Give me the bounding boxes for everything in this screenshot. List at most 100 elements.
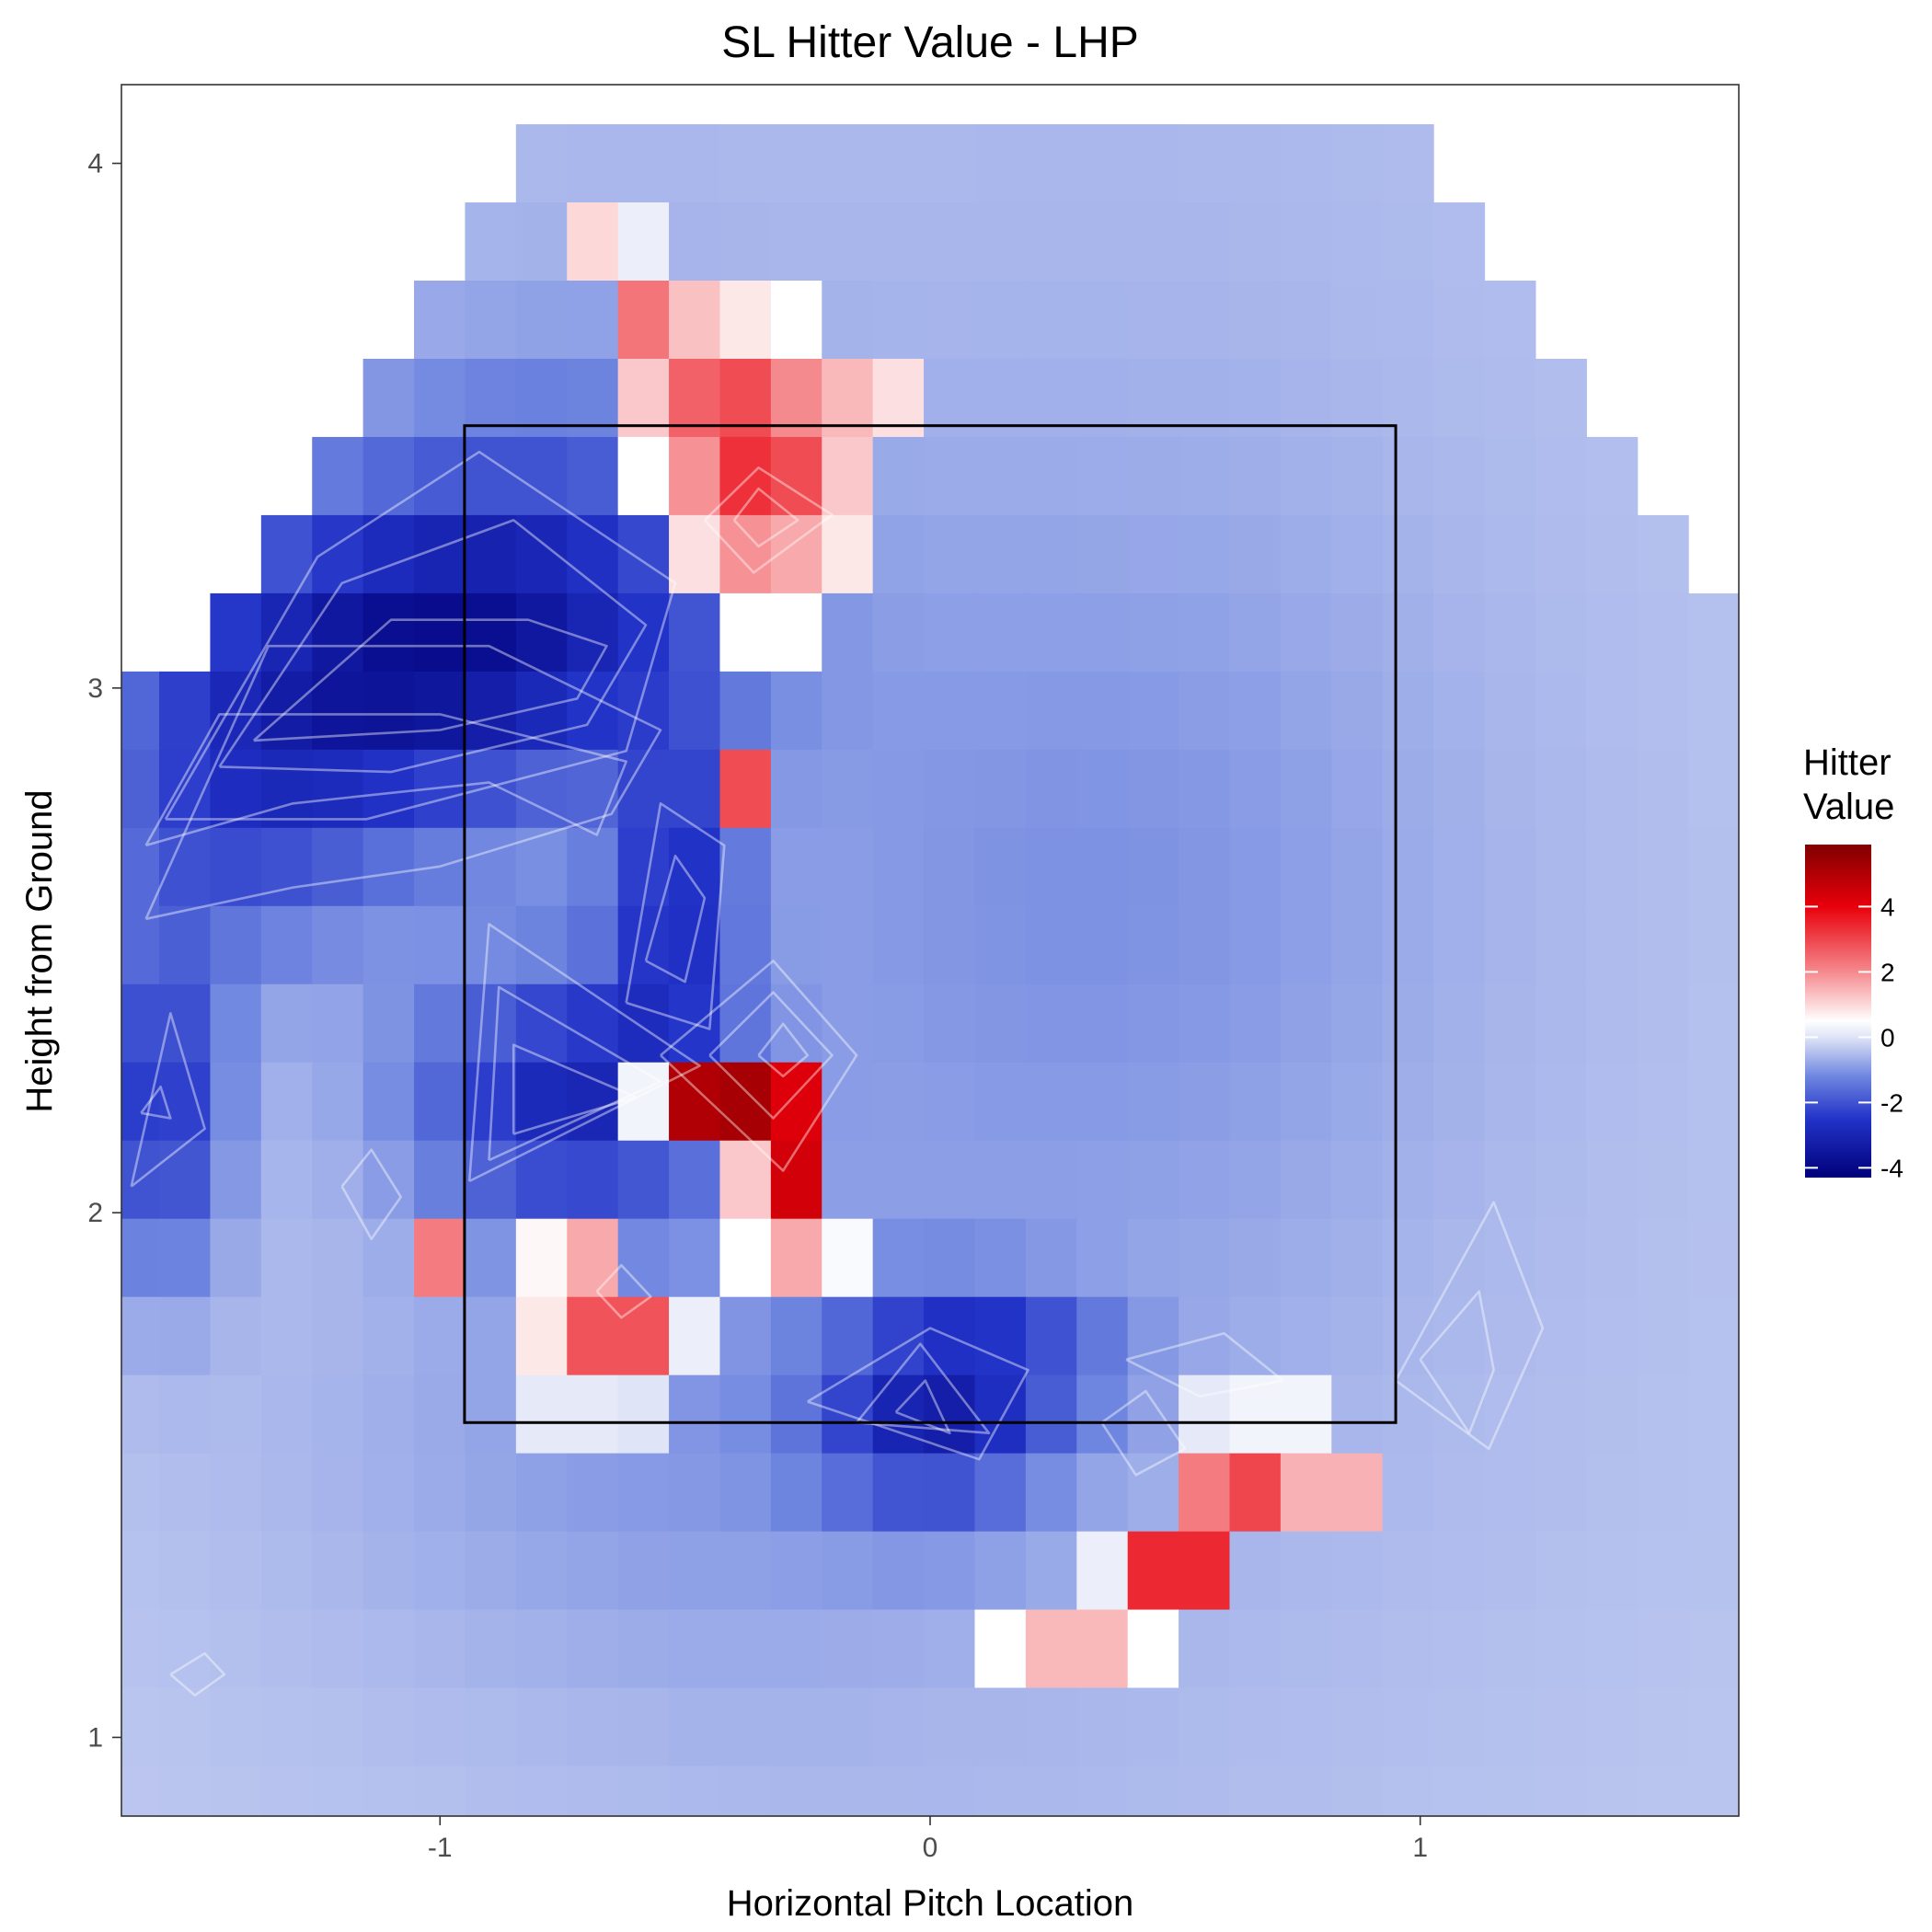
heatmap-cell (719, 281, 772, 360)
heatmap-cell (822, 1687, 874, 1767)
heatmap-cell (1637, 1609, 1689, 1689)
heatmap-cell (1433, 281, 1486, 360)
heatmap-cell (414, 983, 466, 1064)
heatmap-cell (121, 1687, 160, 1767)
heatmap-cell (260, 983, 313, 1064)
contour-line (732, 487, 799, 548)
heatmap-cell (872, 1687, 925, 1767)
legend-tick-label: 0 (1880, 1023, 1895, 1052)
x-tick-label: 1 (1412, 1833, 1428, 1863)
heatmap-cell (1484, 1453, 1536, 1533)
heatmap-cell (872, 124, 925, 203)
heatmap-cell (1179, 202, 1231, 282)
heatmap-cell (974, 1140, 1027, 1220)
heatmap-cell (1331, 1453, 1384, 1533)
heatmap-cell (567, 436, 619, 516)
heatmap-cell (924, 514, 976, 594)
contour-line (1100, 1389, 1187, 1477)
heatmap-cell (414, 281, 466, 360)
heatmap-cell (974, 827, 1027, 907)
heatmap-cell (822, 1374, 874, 1455)
heatmap-cell (974, 671, 1027, 751)
heatmap-cell (1637, 1765, 1689, 1817)
heatmap-cell (121, 1374, 160, 1455)
heatmap-cell (1076, 1296, 1129, 1376)
heatmap-cell (159, 1062, 212, 1142)
heatmap-cell (1586, 905, 1639, 985)
heatmap-cell (465, 1453, 517, 1533)
heatmap-cell (465, 827, 517, 907)
heatmap-cell (1484, 1765, 1536, 1817)
heatmap-cell (770, 1218, 822, 1298)
heatmap-cell (924, 1453, 976, 1533)
heatmap-cell (1127, 1687, 1179, 1767)
heatmap-cell (159, 749, 212, 829)
heatmap-cell (362, 1609, 415, 1689)
heatmap-cell (414, 1218, 466, 1298)
heatmap-cell (1229, 671, 1282, 751)
heatmap-cell (362, 514, 415, 594)
heatmap-cell (719, 827, 772, 907)
heatmap-cell (1127, 436, 1179, 516)
heatmap-cell (1637, 1687, 1689, 1767)
heatmap-cell (1229, 1687, 1282, 1767)
heatmap-cell (872, 749, 925, 829)
heatmap-cell (414, 1765, 466, 1817)
heatmap-cell (1127, 671, 1179, 751)
heatmap-cell (770, 983, 822, 1064)
heatmap-cell (1127, 124, 1179, 203)
heatmap-cell (1229, 514, 1282, 594)
heatmap-cell (1433, 1687, 1486, 1767)
heatmap-cell (465, 1765, 517, 1817)
heatmap-cell (567, 1218, 619, 1298)
heatmap-cell (974, 202, 1027, 282)
heatmap-cell (362, 983, 415, 1064)
heatmap-cell (822, 436, 874, 516)
heatmap-cell (872, 827, 925, 907)
heatmap-cell (515, 1296, 568, 1376)
heatmap-cell (159, 1609, 212, 1689)
chart-title: SL Hitter Value - LHP (721, 18, 1139, 67)
heatmap-cell (822, 202, 874, 282)
heatmap-cell (1433, 202, 1486, 282)
heatmap-cell (719, 1296, 772, 1376)
heatmap-cell (1331, 1296, 1384, 1376)
heatmap-cell (669, 749, 721, 829)
heatmap-cell (770, 1609, 822, 1689)
heatmap-cell (1484, 1687, 1536, 1767)
heatmap-cell (1586, 1296, 1639, 1376)
heatmap-cell (872, 1062, 925, 1142)
heatmap-cell (414, 749, 466, 829)
heatmap-cell (617, 1531, 670, 1611)
contour-line (807, 1327, 1029, 1461)
heatmap-cell (1179, 514, 1231, 594)
heatmap-cell (210, 983, 262, 1064)
heatmap-cell (1331, 827, 1384, 907)
y-axis-label: Height from Ground (19, 789, 60, 1112)
heatmap-cell (362, 827, 415, 907)
heatmap-cell (1586, 983, 1639, 1064)
contour-line (708, 991, 834, 1120)
heatmap-cell (974, 1609, 1027, 1689)
heatmap-cell (669, 124, 721, 203)
heatmap-cell (669, 827, 721, 907)
heatmap-cell (312, 1218, 364, 1298)
heatmap-cell (719, 1609, 772, 1689)
heatmap-cell (719, 749, 772, 829)
heatmap-cell (1382, 1765, 1434, 1817)
contour-line (340, 1148, 403, 1240)
heatmap-cell (567, 1609, 619, 1689)
heatmap-cell (1586, 1531, 1639, 1611)
heatmap-cell (872, 1765, 925, 1817)
heatmap-cell (1025, 671, 1077, 751)
heatmap-cell (414, 827, 466, 907)
heatmap-cell (1688, 592, 1740, 673)
heatmap-cell (1280, 671, 1332, 751)
heatmap-cell (1382, 202, 1434, 282)
heatmap-cell (1433, 1062, 1486, 1142)
heatmap-cell (414, 1140, 466, 1220)
heatmap-cell (210, 1609, 262, 1689)
heatmap-cell (1076, 671, 1129, 751)
heatmap-cell (1586, 1453, 1639, 1533)
x-tick-label: -1 (428, 1833, 453, 1863)
